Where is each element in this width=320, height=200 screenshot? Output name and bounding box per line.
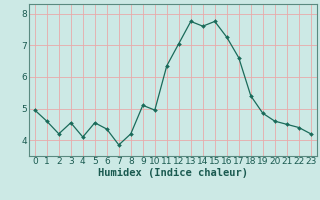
X-axis label: Humidex (Indice chaleur): Humidex (Indice chaleur) <box>98 168 248 178</box>
